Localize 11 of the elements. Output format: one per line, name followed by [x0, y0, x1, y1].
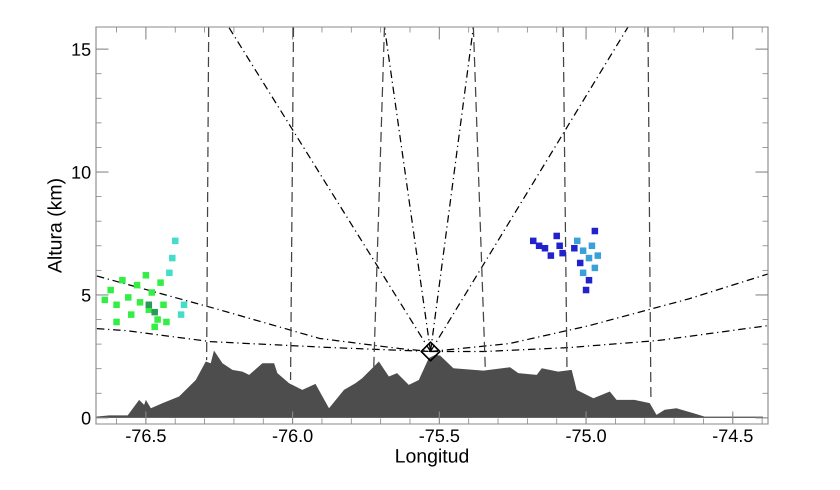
x-tick-label: -76.0 — [272, 429, 312, 442]
y-axis-title: Altura (km) — [47, 179, 66, 273]
y-tick-label: 0 — [82, 412, 90, 425]
x-tick-label: -75.0 — [566, 429, 606, 442]
y-tick-label: 10 — [72, 166, 90, 179]
y-tick-label: 5 — [82, 289, 90, 302]
x-tick-label: -76.5 — [126, 429, 166, 442]
x-axis-title: Longitud — [396, 448, 468, 467]
x-tick-label: -75.5 — [420, 430, 460, 442]
x-tick-label: -74.5 — [713, 430, 753, 442]
y-tick-label: 15 — [72, 43, 90, 56]
